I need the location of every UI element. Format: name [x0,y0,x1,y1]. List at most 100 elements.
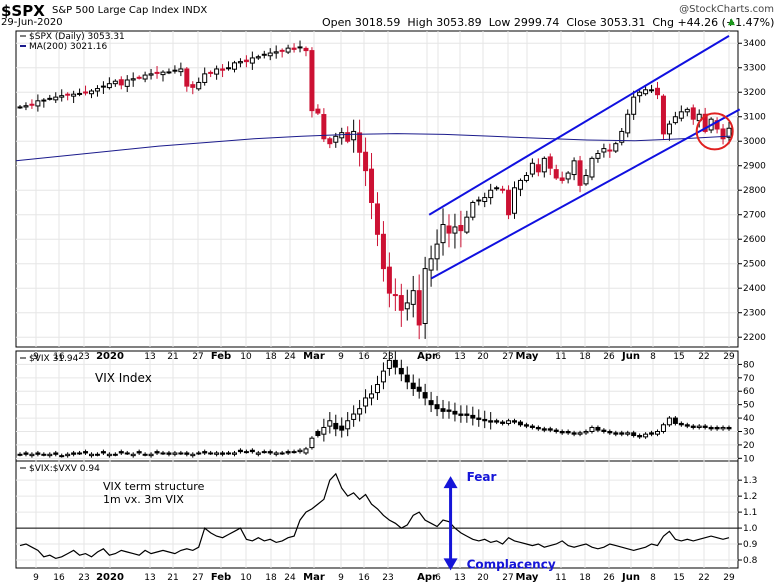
vix-candle [237,449,243,453]
price-candle [184,68,190,87]
x-tick-label: May [516,351,539,362]
vix-candle [714,426,720,430]
vix-candle [59,455,65,458]
vix-candle [386,359,392,369]
vix-candle [106,453,112,457]
price-candle [47,97,53,100]
vix-candle [601,429,607,432]
x-tick-label: Feb [211,351,231,362]
y-tick-label: 2600 [743,235,766,245]
x-tick-label: Jun [621,351,640,362]
y-tick-label: 2300 [743,309,766,319]
x-tick-label: 24 [284,352,296,362]
fear-arrow-head [443,476,458,489]
low-label: Low [488,16,511,29]
vix-candle [178,452,184,455]
high-label: High [407,16,433,29]
price-candle [452,226,458,234]
price-candle [595,152,601,159]
x-tick-label: 13 [144,352,155,362]
vix-candle [357,408,363,415]
vix-candle [643,433,649,438]
vix-candle [231,452,237,455]
vix-candle [166,452,172,455]
vix-candle [184,452,190,455]
price-candle [142,74,148,80]
vix-candle [369,393,375,399]
change-label: Chg [652,16,674,29]
x-tick-label: 13 [144,573,155,583]
vix-candle [333,422,339,430]
price-candle [363,151,369,172]
price-candle [500,188,506,191]
price-candle [702,113,708,132]
price-candle [357,132,363,153]
x-tick-label: 23 [78,573,89,583]
price-candle [523,175,529,181]
y-tick-label: 30 [743,427,755,437]
x-tick-label: 10 [240,352,252,362]
price-candle [214,68,220,75]
vix-candle [112,453,118,456]
price-candle [553,169,559,179]
x-tick-label: 8 [650,573,656,583]
x-tick-label: 21 [167,352,178,362]
x-tick-label: 18 [579,352,591,362]
price-candle [285,47,291,53]
price-candle [410,290,416,305]
vix-candle [100,451,106,454]
vix-candle [655,430,661,435]
legend-price: $SPX (Daily) 3053.31 [29,32,125,42]
x-tick-label: Apr [417,351,437,362]
vix-annotation: VIX Index [95,371,152,385]
vix-candle [672,417,678,424]
price-candle [547,156,553,169]
price-candle [166,71,172,74]
vix-candle [380,370,386,383]
panel-frame-vix [15,350,739,462]
vix-candle [142,453,148,456]
channel-lower-line [430,108,741,280]
price-candle [678,111,684,119]
symbol-title: $SPX [1,2,45,20]
vix-candle [136,451,142,454]
x-tick-label: 2020 [96,572,124,583]
price-candle [386,266,392,294]
x-tick-label: 18 [265,573,277,583]
y-tick-label: 50 [743,401,755,411]
price-candle [53,96,59,101]
change-up-arrow-icon: ▲ [728,17,735,27]
price-candle [446,225,452,234]
legend-ratio: $VIX:$VXV 0.94 [29,464,100,474]
vix-candle [267,451,273,454]
y-tick-label: 2700 [743,211,766,221]
price-candle [494,187,500,190]
vix-candle [696,425,702,428]
vix-candle [303,448,309,454]
vix-candle [220,452,226,455]
vix-candle [637,435,643,438]
vix-candle [559,430,565,434]
index-name: S&P 500 Large Cap Index [52,5,180,16]
vix-candle [172,452,178,455]
vix-candle [291,451,297,454]
legend-vix: $VIX 31.94 [29,354,79,364]
x-tick-label: 22 [698,352,709,362]
vix-candle [488,420,494,423]
price-candle [726,127,732,138]
y-tick-label: 2200 [743,333,766,343]
price-candle [422,268,428,324]
x-tick-label: 16 [53,352,65,362]
price-candle [17,106,23,109]
y-tick-label: 2800 [743,186,766,196]
x-tick-label: 20 [477,573,489,583]
vix-candle [65,453,71,457]
vix-candle [512,420,518,423]
y-tick-label: 3300 [743,64,766,74]
vix-candle [208,452,214,455]
vix-candle [190,453,196,457]
vix-candle [464,413,470,416]
vix-candle [494,420,500,423]
vix-candle [154,451,160,454]
price-candle [655,87,661,96]
